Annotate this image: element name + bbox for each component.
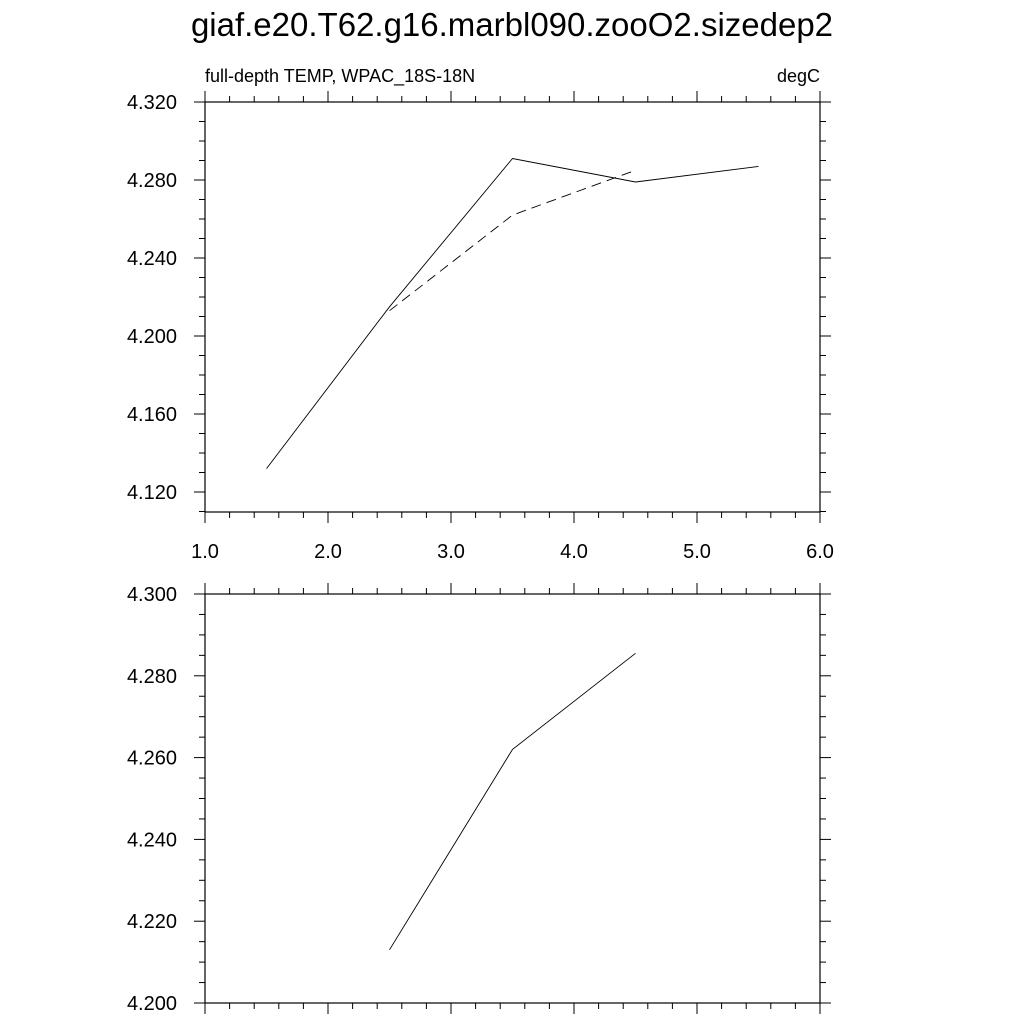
y-tick-label: 4.280 [127,666,177,688]
y-tick-label: 4.200 [127,993,177,1015]
subtitle-right: degC [777,66,820,86]
bottom-panel: 4.200 4.220 4.240 4.260 4.280 4.300 [127,583,831,1015]
x-tick-label: 1.0 [191,541,219,563]
page-title: giaf.e20.T62.g16.marbl090.zooO2.sizedep2 [190,6,834,43]
x-tick-label: 3.0 [437,541,465,563]
x-tick-label: 4.0 [560,541,588,563]
y-tick-label: 4.240 [127,829,177,851]
y-tick-label: 4.120 [127,482,177,504]
y-tick-label: 4.300 [127,584,177,606]
y-tick-label: 4.160 [127,404,177,426]
y-tick-label: 4.200 [127,326,177,348]
y-tick-label: 4.260 [127,748,177,770]
series-line-1 [266,158,759,469]
plot-frame [204,593,821,1004]
subtitle-left: full-depth TEMP, WPAC_18S-18N [205,66,475,87]
x-tick-label: 2.0 [314,541,342,563]
x-tick-label: 5.0 [683,541,711,563]
y-tick-label: 4.320 [127,92,177,114]
series-line-2 [389,169,636,312]
y-tick-label: 4.240 [127,248,177,270]
y-tick-label: 4.220 [127,911,177,933]
plot-frame [204,101,821,513]
series-line-1 [389,652,636,951]
top-panel: 1.0 2.0 3.0 4.0 5.0 6.0 4.120 4.160 4.200 4.240 4.… [127,66,834,563]
x-tick-label: 6.0 [806,541,834,563]
y-tick-label: 4.280 [127,170,177,192]
